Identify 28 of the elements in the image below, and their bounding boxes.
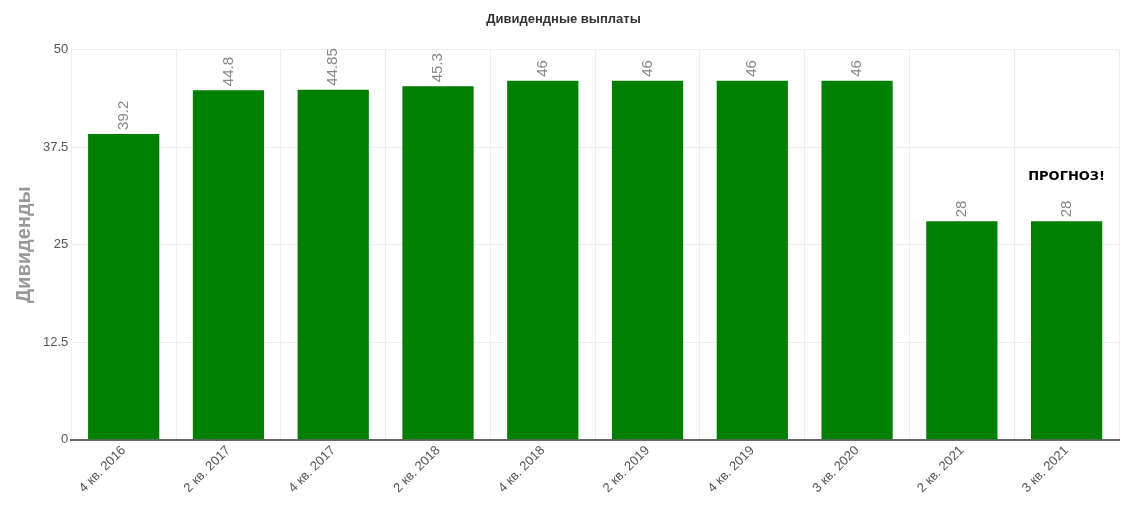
data-label: 39.2 (113, 100, 131, 130)
bar (716, 80, 788, 440)
bar (1030, 221, 1103, 440)
data-label: 44.85 (323, 48, 341, 86)
y-tick-label: 25 (53, 236, 69, 252)
bar (926, 221, 998, 440)
data-label: 28 (1056, 200, 1074, 218)
bar (192, 90, 265, 440)
annotation: ПРОГНОЗ! (1028, 167, 1106, 183)
data-label: 28 (951, 200, 969, 218)
y-tick-label: 12.5 (42, 333, 69, 349)
bar (821, 80, 893, 440)
data-label: 44.8 (218, 56, 236, 87)
bar (402, 86, 474, 440)
bar (88, 133, 160, 440)
bar (611, 80, 684, 440)
bar (507, 80, 579, 440)
y-tick-label: 37.5 (42, 138, 69, 154)
data-label: 45.3 (428, 53, 446, 83)
data-label: 46 (532, 60, 550, 77)
data-label: 46 (742, 60, 760, 77)
y-tick-label: 0 (61, 431, 69, 447)
bar (297, 89, 369, 440)
y-axis-title: Дивиденды (11, 186, 34, 304)
data-label: 46 (637, 60, 655, 77)
y-tick-label: 50 (53, 41, 69, 57)
chart-title: Дивидендные выплаты (486, 11, 641, 27)
data-label: 46 (847, 60, 865, 77)
